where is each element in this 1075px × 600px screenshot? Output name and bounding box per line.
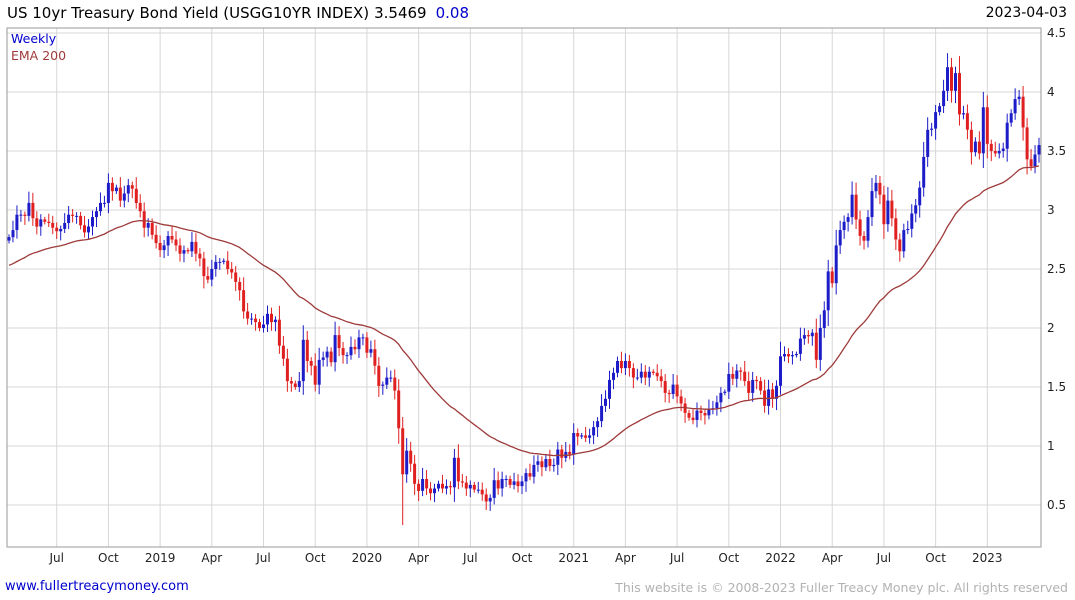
- y-axis-label: 4: [1047, 85, 1055, 99]
- y-axis-label: 2: [1047, 321, 1055, 335]
- copyright-text: This website is © 2008-2023 Fuller Treac…: [615, 580, 1068, 595]
- x-axis-label: Oct: [305, 551, 326, 565]
- x-axis-label: Jul: [876, 551, 891, 565]
- y-axis-label: 2.5: [1047, 262, 1066, 276]
- instrument-name: US 10yr Treasury Bond Yield (USGG10YR IN…: [7, 4, 370, 22]
- x-axis-label: Apr: [615, 551, 636, 565]
- x-axis-label: Oct: [98, 551, 119, 565]
- y-axis-label: 0.5: [1047, 498, 1066, 512]
- x-axis-label: Jul: [462, 551, 477, 565]
- x-axis-label: Jul: [255, 551, 270, 565]
- x-axis-label: Oct: [925, 551, 946, 565]
- chart-title: US 10yr Treasury Bond Yield (USGG10YR IN…: [7, 4, 469, 22]
- x-axis-label: Apr: [201, 551, 222, 565]
- site-link[interactable]: www.fullertreacymoney.com: [5, 579, 189, 594]
- last-price: 3.5469: [374, 4, 427, 22]
- price-change: 0.08: [435, 4, 470, 22]
- y-axis-label: 1.5: [1047, 380, 1066, 394]
- x-axis-label: 2023: [972, 551, 1003, 565]
- y-axis-label: 1: [1047, 439, 1055, 453]
- x-axis-label: 2022: [765, 551, 796, 565]
- x-axis-label: 2020: [352, 551, 383, 565]
- y-axis-label: 3.5: [1047, 144, 1066, 158]
- y-axis-label: 4.5: [1047, 26, 1066, 40]
- x-axis-label: Apr: [822, 551, 843, 565]
- chart-date: 2023-04-03: [985, 5, 1067, 21]
- x-axis-label: 2019: [145, 551, 176, 565]
- x-axis-label: Oct: [512, 551, 533, 565]
- x-axis-label: Oct: [718, 551, 739, 565]
- x-axis-label: 2021: [558, 551, 589, 565]
- x-axis-label: Jul: [669, 551, 684, 565]
- x-axis-label: Jul: [48, 551, 63, 565]
- y-axis-label: 3: [1047, 203, 1055, 217]
- x-axis-label: Apr: [408, 551, 429, 565]
